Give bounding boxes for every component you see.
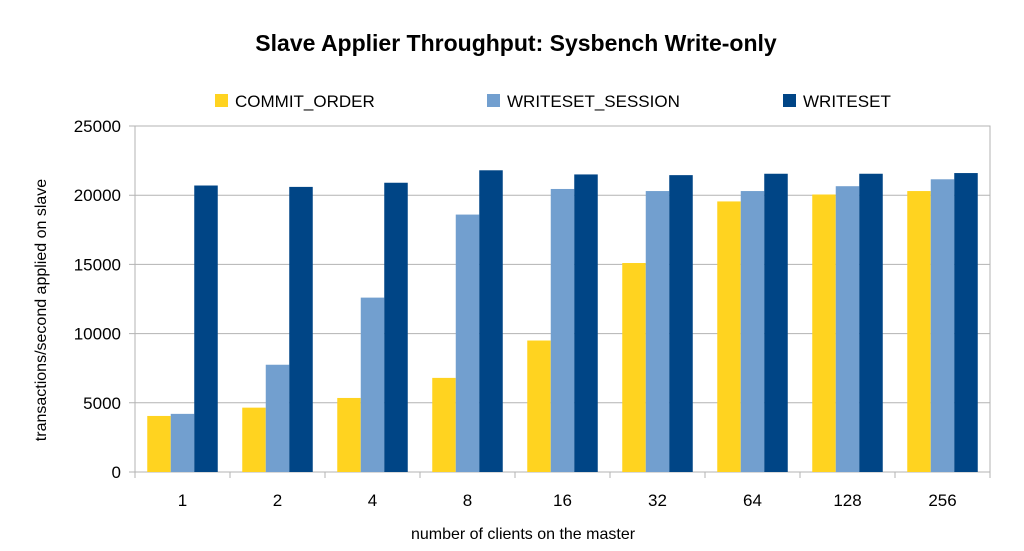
- bar: [265, 364, 290, 472]
- x-axis-label: number of clients on the master: [411, 526, 636, 543]
- legend-label: WRITESET: [803, 92, 891, 111]
- bar: [764, 173, 788, 473]
- bar: [812, 194, 836, 472]
- legend: COMMIT_ORDER WRITESET_SESSION WRITESET: [215, 92, 891, 111]
- bar: [337, 397, 361, 472]
- y-axis-label: transactions/second applied on slave: [33, 179, 50, 441]
- bar: [930, 179, 955, 472]
- bar: [717, 201, 741, 473]
- bar: [170, 413, 195, 472]
- x-tick-label: 256: [928, 491, 956, 510]
- y-tick-label: 15000: [74, 255, 121, 274]
- bar: [859, 173, 883, 473]
- legend-swatch: [487, 94, 500, 107]
- y-tick-label: 10000: [74, 325, 121, 344]
- bar: [360, 297, 385, 472]
- x-tick-label: 4: [368, 491, 377, 510]
- bar: [622, 263, 646, 472]
- bar: [835, 186, 860, 473]
- x-tick-label: 128: [833, 491, 861, 510]
- bar: [242, 407, 266, 472]
- bar: [479, 170, 503, 472]
- chart-title: Slave Applier Throughput: Sysbench Write…: [255, 30, 777, 56]
- bar: [669, 175, 693, 472]
- legend-label: WRITESET_SESSION: [507, 92, 680, 111]
- x-tick-label: 2: [273, 491, 282, 510]
- bar: [455, 214, 480, 473]
- bar: [194, 185, 218, 472]
- bar: [645, 191, 670, 472]
- bars: [147, 170, 978, 473]
- bar: [550, 188, 575, 473]
- legend-label: COMMIT_ORDER: [235, 92, 375, 111]
- bar: [574, 174, 598, 472]
- x-tick-label: 8: [463, 491, 472, 510]
- y-tick-label: 5000: [83, 394, 121, 413]
- bar: [147, 415, 171, 472]
- bar: [289, 186, 313, 472]
- x-tick-label: 32: [648, 491, 667, 510]
- x-tick-label: 16: [553, 491, 572, 510]
- y-tick-label: 0: [112, 463, 121, 482]
- bar: [907, 191, 931, 472]
- legend-swatch: [783, 94, 796, 107]
- axes: 0 5000 10000 15000 20000 25000 1 2 4 8 16 32 64 128 25…: [74, 117, 991, 510]
- x-tick-label: 64: [743, 491, 762, 510]
- bar: [432, 377, 456, 472]
- legend-swatch: [215, 94, 228, 107]
- bar: [527, 340, 551, 472]
- y-tick-label: 20000: [74, 186, 121, 205]
- x-tick-label: 1: [178, 491, 187, 510]
- bar: [954, 173, 978, 472]
- bar: [384, 182, 408, 472]
- y-tick-label: 25000: [74, 117, 121, 136]
- bar: [740, 191, 765, 472]
